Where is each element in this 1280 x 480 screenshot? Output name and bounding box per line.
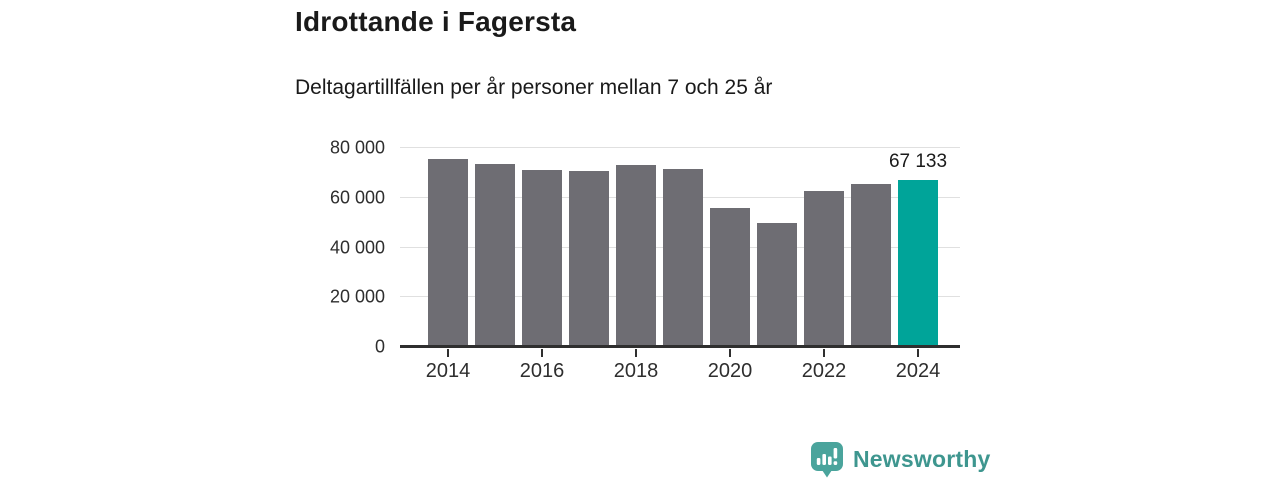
bar-2018: [616, 165, 656, 347]
x-tick: [823, 349, 825, 357]
y-tick-label: 20 000: [329, 286, 385, 307]
bar-2023: [851, 183, 891, 347]
x-tick-label: 2018: [613, 360, 659, 382]
x-tick-label: 2022: [801, 360, 847, 382]
bar-2021: [757, 222, 797, 347]
y-tick-label: 60 000: [329, 187, 385, 208]
chart-title: Idrottande i Fagersta: [295, 6, 577, 37]
y-tick-label: 80 000: [329, 137, 385, 158]
brand-name: Newsworthy: [853, 446, 991, 472]
x-tick-label: 2024: [895, 360, 941, 382]
x-axis-line: [400, 345, 960, 348]
y-axis: 0 20 000 40 000 60 000 80 000: [240, 138, 385, 357]
x-tick: [729, 349, 731, 357]
x-tick: [541, 349, 543, 357]
x-tick: [635, 349, 637, 357]
x-tick-label: 2020: [707, 360, 753, 382]
x-tick: [447, 349, 449, 357]
y-tick-label: 40 000: [329, 237, 385, 257]
bar-2017: [569, 171, 609, 347]
bar-2015: [475, 163, 515, 347]
x-tick-label: 2016: [519, 360, 565, 382]
chart-subtitle: Deltagartillfällen per år personer mella…: [295, 76, 773, 99]
bar-2019: [663, 168, 703, 347]
newsworthy-logo: Newsworthy: [810, 441, 990, 478]
highlight-value-label: 67 133: [888, 151, 948, 173]
y-tick-label: 0: [374, 336, 385, 357]
x-tick-label: 2014: [425, 360, 471, 382]
bar-chart-speech-bubble-icon: [811, 442, 843, 478]
gridline: [400, 147, 960, 148]
bar-2014: [428, 159, 468, 347]
x-tick: [917, 349, 919, 357]
bar-2020: [710, 207, 750, 347]
plot-area: 0 20 000 40 000 60 000 80 000 67 133 2014 201…: [330, 138, 960, 382]
bar-2024: [898, 180, 938, 347]
bar-2016: [522, 170, 562, 347]
bar-2022: [804, 190, 844, 347]
